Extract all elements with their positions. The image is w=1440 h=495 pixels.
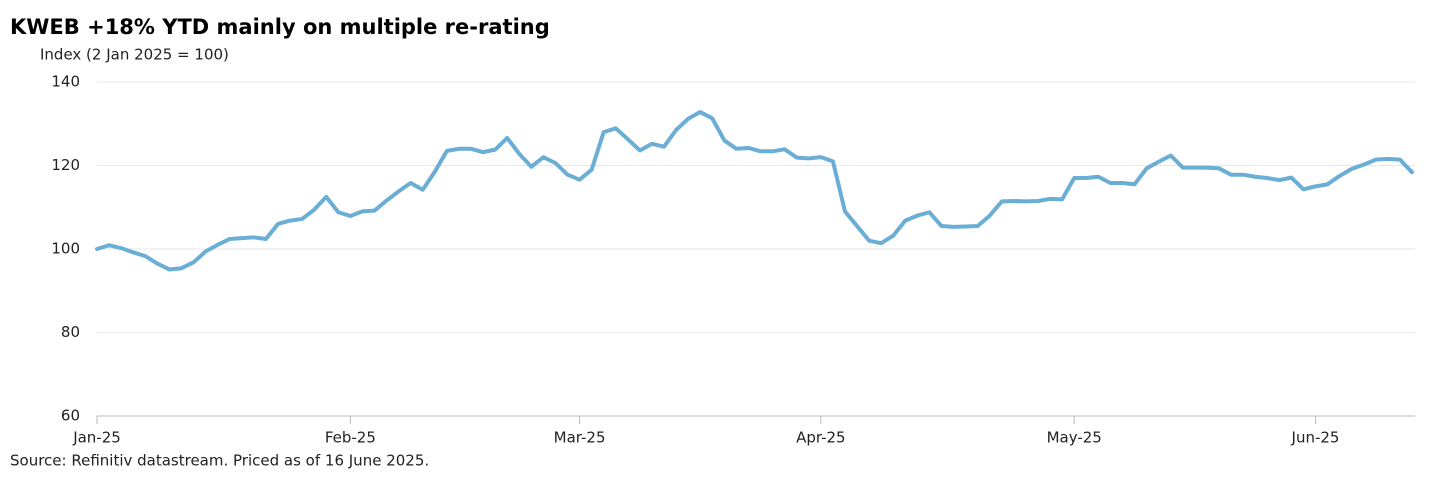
source-note: Source: Refinitiv datastream. Priced as … <box>10 452 429 470</box>
x-tick-label: May-25 <box>1047 429 1102 447</box>
y-tick-label: 140 <box>51 73 80 91</box>
y-tick-label: 120 <box>51 156 80 174</box>
x-tick-label: Mar-25 <box>554 429 606 447</box>
y-tick-label: 60 <box>61 407 80 425</box>
x-tick-label: Jun-25 <box>1291 429 1340 447</box>
x-tick-label: Feb-25 <box>325 429 376 447</box>
y-tick-label: 80 <box>61 323 80 341</box>
data-line <box>95 110 1414 272</box>
chart-title: KWEB +18% YTD mainly on multiple re-rati… <box>10 15 550 39</box>
x-tick-label: Jan-25 <box>72 429 121 447</box>
y-tick-label: 100 <box>51 240 80 258</box>
y-axis-label: Index (2 Jan 2025 = 100) <box>40 46 229 64</box>
x-tick-label: Apr-25 <box>796 429 846 447</box>
